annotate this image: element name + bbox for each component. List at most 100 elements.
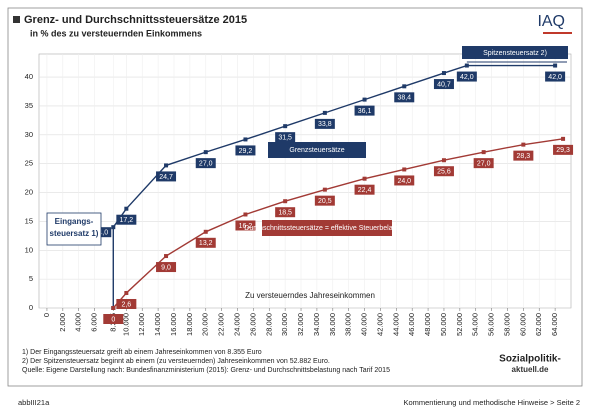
data-label: 18,5 bbox=[278, 210, 292, 217]
x-tick-label: 16.000 bbox=[169, 313, 178, 336]
data-label: 2,6 bbox=[121, 301, 131, 308]
x-tick-label: 58.000 bbox=[502, 313, 511, 336]
point bbox=[362, 176, 367, 181]
data-label-box bbox=[354, 184, 375, 195]
data-label-box bbox=[354, 105, 375, 116]
point bbox=[553, 63, 558, 68]
chart-subtitle: in % des zu versteuernden Einkommens bbox=[30, 28, 202, 38]
point bbox=[111, 225, 116, 230]
data-label-box bbox=[513, 150, 534, 161]
data-label: 36,1 bbox=[358, 108, 372, 115]
data-label: 31,5 bbox=[278, 135, 292, 142]
data-label-box bbox=[456, 71, 477, 82]
plot-area bbox=[38, 53, 572, 309]
point bbox=[283, 124, 288, 129]
y-tick-label: 0 bbox=[29, 303, 33, 312]
frame bbox=[7, 7, 583, 387]
footnote: 1) Der Eingangssteuersatz greift ab eine… bbox=[22, 349, 262, 356]
chart-title: Grenz- und Durchschnittssteuersätze 2015 bbox=[24, 14, 247, 26]
brand: Sozialpolitik- bbox=[499, 354, 561, 365]
point bbox=[124, 290, 129, 295]
point bbox=[362, 97, 367, 102]
data-label: 0 bbox=[111, 316, 115, 323]
x-tick-label: 54.000 bbox=[471, 313, 480, 336]
data-label: 38,4 bbox=[397, 95, 411, 102]
data-label: 33,8 bbox=[318, 121, 332, 128]
data-label-box bbox=[433, 79, 454, 90]
point bbox=[521, 142, 526, 147]
x-tick-label: 62.000 bbox=[534, 313, 543, 336]
x-tick-label: 6.000 bbox=[90, 313, 99, 332]
data-label-box bbox=[545, 71, 566, 82]
footer-right: Kommentierung und methodische Hinweise >… bbox=[403, 398, 580, 407]
data-label-box bbox=[235, 145, 256, 156]
x-tick-label: 28.000 bbox=[264, 313, 273, 336]
data-label: 42,0 bbox=[548, 74, 562, 81]
data-label-box bbox=[433, 166, 454, 177]
point bbox=[164, 163, 169, 168]
footnote: 2) Der Spitzensteuersatz beginnt ab eine… bbox=[22, 358, 330, 365]
x-tick-label: 42.000 bbox=[375, 313, 384, 336]
y-tick-label: 35 bbox=[25, 101, 33, 110]
footnote: Quelle: Eigene Darstellung nach: Bundesf… bbox=[22, 367, 390, 374]
data-label: 27,0 bbox=[477, 160, 491, 167]
data-label-box bbox=[473, 158, 494, 169]
legend-label: Durchschnittssteuersätze = effektive Ste… bbox=[244, 225, 410, 232]
x-tick-label: 22.000 bbox=[217, 313, 226, 336]
point bbox=[111, 306, 116, 310]
data-label-box bbox=[156, 262, 177, 273]
x-tick-label: 60.000 bbox=[518, 313, 527, 336]
point bbox=[283, 199, 288, 204]
annotation: steuersatz 1) bbox=[50, 229, 99, 238]
data-label: 25,6 bbox=[437, 169, 451, 176]
x-tick-label: 50.000 bbox=[439, 313, 448, 336]
point bbox=[441, 71, 446, 76]
point bbox=[203, 150, 208, 155]
annotation-box bbox=[46, 212, 102, 246]
y-tick-label: 10 bbox=[25, 245, 33, 254]
data-label-box bbox=[103, 314, 124, 324]
brand-box bbox=[488, 352, 572, 378]
footer-left: abbIII21a bbox=[18, 398, 50, 407]
legend-box bbox=[262, 220, 392, 236]
point bbox=[441, 158, 446, 163]
x-tick-label: 0 bbox=[42, 313, 51, 317]
data-label: 42,0 bbox=[460, 74, 474, 81]
data-label-box bbox=[275, 207, 296, 218]
x-tick-label: 38.000 bbox=[344, 313, 353, 336]
brand: aktuell.de bbox=[512, 365, 549, 374]
data-label-box bbox=[553, 144, 574, 155]
x-tick-label: 36.000 bbox=[328, 313, 337, 336]
point bbox=[243, 212, 248, 217]
point bbox=[322, 110, 327, 115]
point bbox=[402, 167, 407, 172]
y-tick-label: 20 bbox=[25, 188, 33, 197]
y-tick-label: 40 bbox=[25, 72, 33, 81]
x-tick-label: 40.000 bbox=[360, 313, 369, 336]
point bbox=[322, 187, 327, 192]
point bbox=[243, 137, 248, 142]
data-label-box bbox=[195, 158, 216, 169]
x-tick-label: 44.000 bbox=[391, 313, 400, 336]
data-label-box bbox=[156, 171, 177, 182]
point bbox=[561, 136, 566, 141]
title-marker bbox=[13, 16, 20, 23]
y-tick-label: 30 bbox=[25, 130, 33, 139]
data-label: 27,0 bbox=[199, 160, 213, 167]
data-label-box bbox=[394, 175, 415, 186]
x-tick-label: 46.000 bbox=[407, 313, 416, 336]
data-label: 28,3 bbox=[517, 153, 531, 160]
annotation: Spitzensteuersatz 2) bbox=[483, 50, 547, 57]
annotation-box bbox=[462, 46, 568, 59]
legend-box bbox=[268, 142, 366, 158]
point bbox=[402, 84, 407, 89]
point bbox=[203, 229, 208, 234]
annotation: Eingangs- bbox=[55, 217, 94, 226]
x-tick-label: 12.000 bbox=[137, 313, 146, 336]
point bbox=[481, 150, 486, 155]
data-label-box bbox=[314, 195, 335, 206]
data-label: 9,0 bbox=[161, 264, 171, 271]
data-label-box bbox=[314, 118, 335, 129]
x-tick-label: 14.000 bbox=[153, 313, 162, 336]
